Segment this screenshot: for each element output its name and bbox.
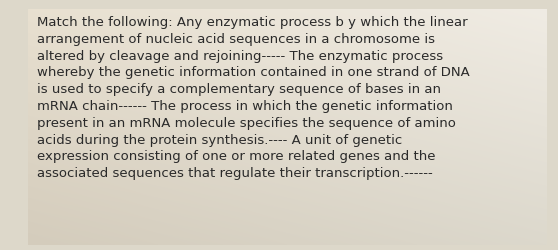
Text: Match the following: Any enzymatic process b y which the linear
arrangement of n: Match the following: Any enzymatic proce… <box>37 16 470 179</box>
